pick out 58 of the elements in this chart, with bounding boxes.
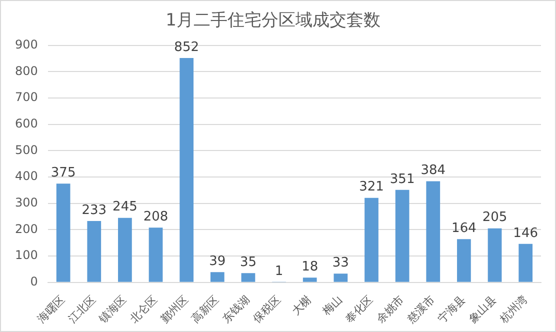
y-tick-label: 500: [15, 142, 38, 157]
data-label: 146: [513, 226, 538, 241]
bar: [180, 58, 194, 282]
data-label: 33: [332, 256, 349, 271]
bar: [518, 244, 533, 282]
x-tick-label: 鄞州区: [158, 292, 191, 326]
y-tick-label: 900: [15, 38, 38, 52]
bar: [395, 190, 410, 282]
x-tick-label: 余姚市: [374, 292, 406, 326]
bar: [302, 278, 317, 282]
bar: [148, 228, 163, 282]
bar: [241, 273, 256, 282]
data-label: 1: [274, 264, 284, 279]
y-tick-label: 100: [15, 248, 38, 262]
data-label: 164: [452, 221, 476, 236]
y-tick-label: 800: [15, 64, 38, 78]
y-tick-label: 400: [15, 169, 38, 184]
data-label: 375: [50, 165, 76, 180]
x-tick-label: 梅山: [319, 292, 345, 318]
y-tick-label: 600: [15, 116, 38, 130]
bar: [457, 239, 471, 282]
x-tick-label: 北仑区: [127, 292, 160, 326]
data-label: 18: [302, 259, 318, 274]
data-label: 321: [359, 180, 384, 195]
bar: [488, 228, 502, 282]
bar: [426, 181, 440, 282]
bar: [210, 272, 224, 282]
chart-title: 1月二手住宅分区域成交套数: [166, 10, 380, 31]
x-tick-label: 高新区: [189, 292, 222, 326]
y-tick-label: 700: [15, 90, 38, 104]
bar: [56, 184, 70, 282]
y-tick-label: 300: [15, 195, 38, 210]
data-label: 351: [390, 172, 415, 187]
x-tick-label: 东钱湖: [220, 292, 252, 326]
data-label: 208: [143, 209, 168, 224]
x-tick-label: 宁海县: [436, 292, 468, 326]
x-tick-label: 奉化区: [343, 292, 376, 326]
x-tick-label: 杭州湾: [496, 292, 530, 326]
data-label: 35: [240, 254, 256, 270]
x-tick-label: 镇海区: [96, 292, 130, 326]
x-tick-label: 海曙区: [34, 292, 68, 326]
x-tick-label: 江北区: [66, 292, 98, 326]
y-tick-label: 200: [15, 222, 38, 236]
data-label: 245: [112, 200, 138, 215]
data-label: 852: [174, 40, 199, 55]
bar: [87, 220, 102, 282]
bar: [118, 218, 132, 282]
data-label: 205: [482, 210, 508, 226]
x-tick-label: 保税区: [250, 292, 284, 326]
x-tick-label: 大榭: [289, 292, 314, 318]
y-tick-label: 0: [30, 274, 38, 288]
data-label: 233: [82, 202, 107, 218]
data-label: 384: [420, 163, 446, 178]
x-tick-label: 慈溪市: [404, 292, 438, 326]
bar: [364, 198, 378, 282]
data-label: 39: [209, 254, 226, 269]
bar: [334, 274, 348, 282]
x-tick-label: 象山县: [466, 292, 499, 326]
